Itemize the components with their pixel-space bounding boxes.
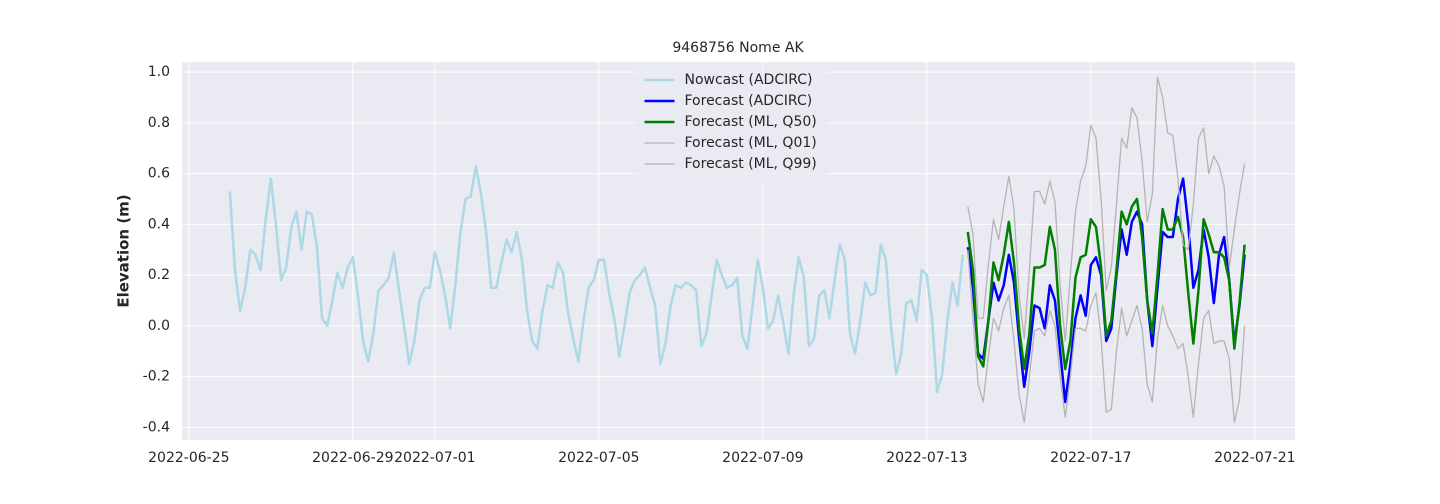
y-tick-label: -0.2 bbox=[143, 369, 170, 385]
legend-label: Forecast (ML, Q01) bbox=[685, 135, 817, 151]
y-tick-label: 0.2 bbox=[148, 267, 170, 283]
x-tick-label: 2022-07-05 bbox=[558, 450, 639, 466]
legend-label: Forecast (ML, Q50) bbox=[685, 114, 817, 130]
x-tick-label: 2022-07-21 bbox=[1214, 450, 1295, 466]
legend-label: Forecast (ML, Q99) bbox=[685, 156, 817, 172]
legend-label: Nowcast (ADCIRC) bbox=[685, 72, 813, 88]
x-tick-label: 2022-07-13 bbox=[886, 450, 967, 466]
y-tick-label: 0.0 bbox=[148, 318, 170, 334]
x-tick-label: 2022-07-09 bbox=[722, 450, 803, 466]
series-line bbox=[966, 177, 1246, 404]
series-line bbox=[228, 164, 964, 394]
x-tick-label: 2022-06-29 bbox=[312, 450, 393, 466]
chart-title: 9468756 Nome AK bbox=[672, 40, 804, 56]
y-tick-label: 0.4 bbox=[148, 216, 170, 232]
x-tick-label: 2022-07-17 bbox=[1050, 450, 1131, 466]
y-tick-label: 0.6 bbox=[148, 166, 170, 182]
y-axis-label: Elevation (m) bbox=[115, 194, 133, 307]
y-tick-label: 0.8 bbox=[148, 115, 170, 131]
legend-box bbox=[634, 68, 829, 183]
legend-label: Forecast (ADCIRC) bbox=[685, 93, 813, 109]
x-tick-label: 2022-07-01 bbox=[394, 450, 475, 466]
series-line bbox=[966, 197, 1246, 371]
series-line bbox=[967, 76, 1246, 342]
y-tick-label: 1.0 bbox=[148, 64, 170, 80]
y-tick-label: -0.4 bbox=[143, 419, 170, 435]
series-line bbox=[967, 249, 1246, 423]
x-tick-label: 2022-06-25 bbox=[148, 450, 229, 466]
